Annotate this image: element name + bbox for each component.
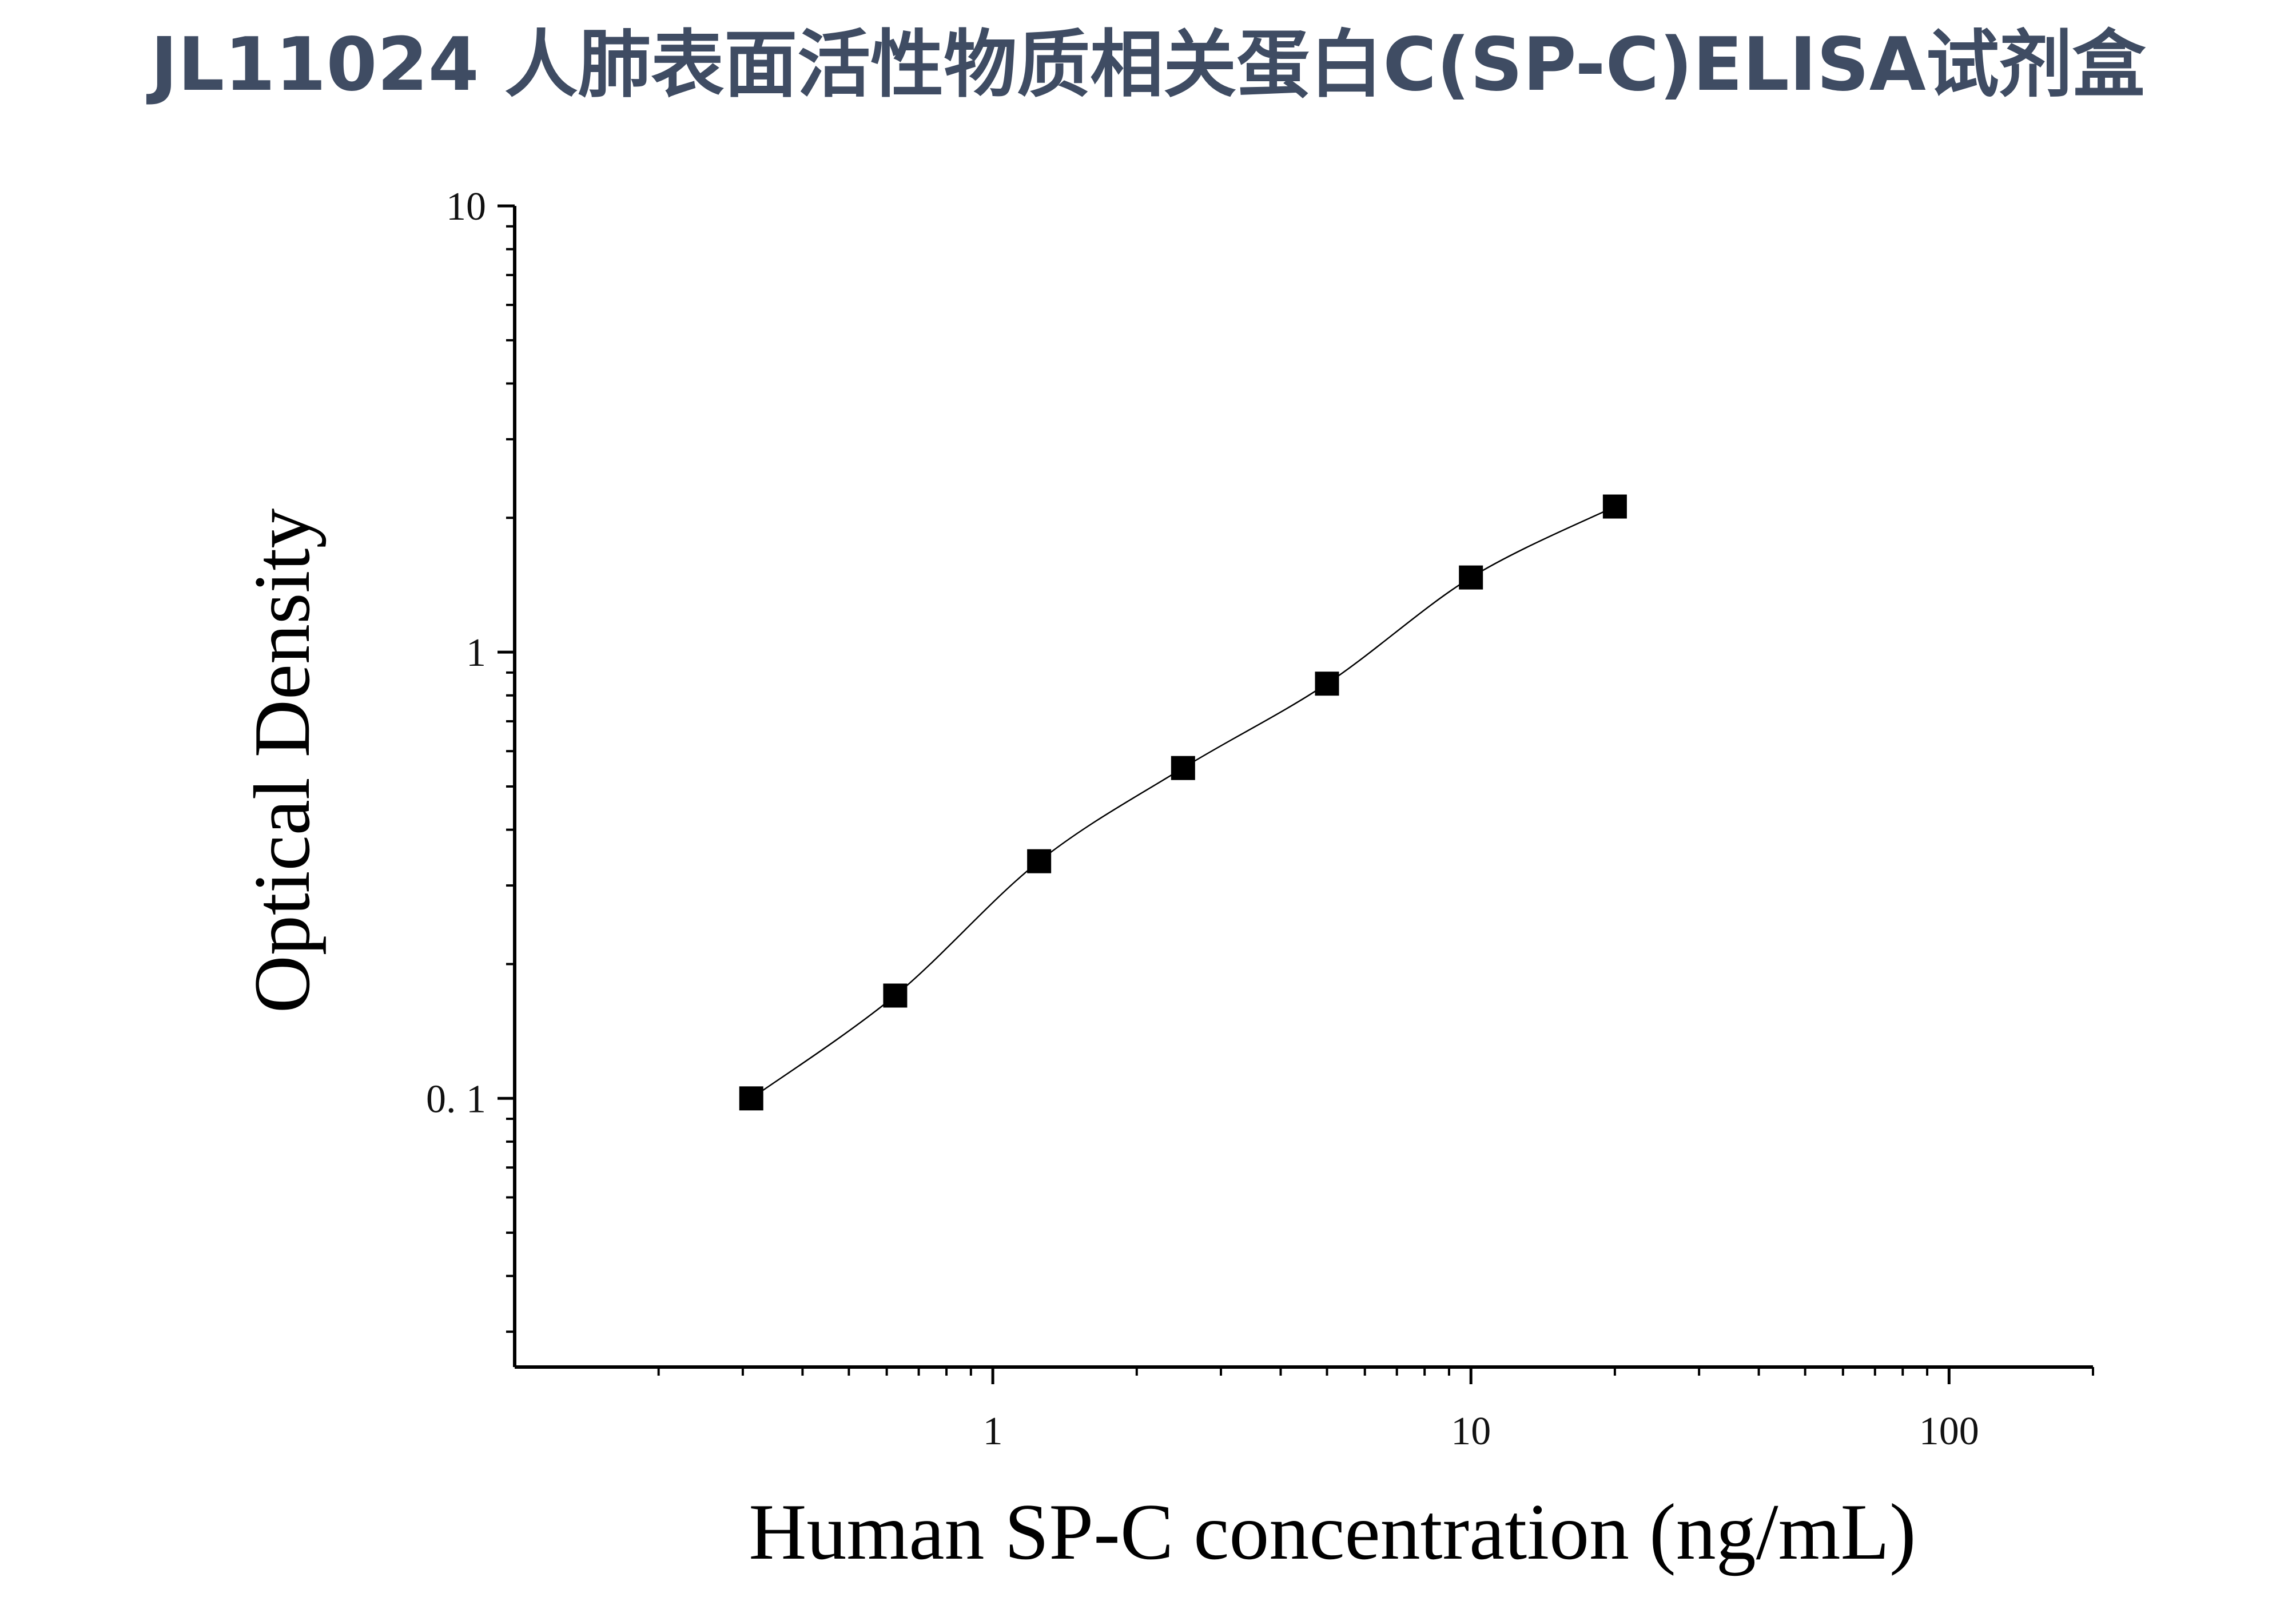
y-tick-label: 1 xyxy=(466,631,486,675)
x-axis-title: Human SP-C concentration (ng/mL) xyxy=(749,1488,1916,1576)
y-tick-label: 10 xyxy=(446,185,486,229)
data-point-6 xyxy=(1459,565,1483,590)
x-tick-label: 10 xyxy=(1451,1409,1491,1453)
y-axis-title: Optical Density xyxy=(238,508,327,1014)
chart-title: JL11024 人肺表面活性物质相关蛋白C(SP-C)ELISA试剂盒 xyxy=(150,22,2146,108)
data-point-4 xyxy=(1171,756,1195,780)
data-point-2 xyxy=(883,983,908,1008)
fit-curve xyxy=(750,506,1615,1099)
data-point-7 xyxy=(1602,494,1627,519)
y-tick-label: 0. 1 xyxy=(426,1077,486,1121)
data-point-3 xyxy=(1027,849,1052,873)
data-point-5 xyxy=(1315,672,1339,696)
axes: 1 10 100 0. 1 1 10 xyxy=(426,185,2094,1453)
x-tick-label: 100 xyxy=(1919,1409,1979,1453)
data-points xyxy=(739,494,1627,1111)
data-point-1 xyxy=(739,1086,763,1111)
fit-curve-group xyxy=(750,506,1615,1099)
x-tick-label: 1 xyxy=(983,1409,1003,1453)
